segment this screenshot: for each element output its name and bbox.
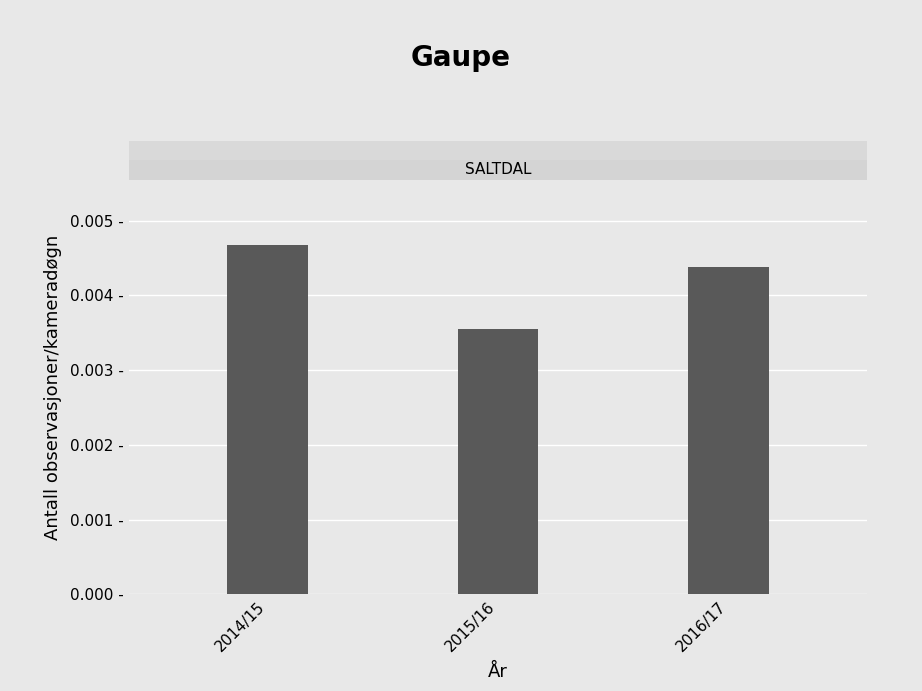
Bar — [457, 329, 538, 594]
Text: Gaupe: Gaupe — [411, 44, 511, 72]
Y-axis label: Antall observasjoner/kameradøgn: Antall observasjoner/kameradøgn — [44, 234, 62, 540]
Bar — [227, 245, 308, 594]
Text: SALTDAL: SALTDAL — [465, 162, 531, 178]
X-axis label: År: År — [488, 663, 508, 681]
Bar — [688, 267, 769, 594]
